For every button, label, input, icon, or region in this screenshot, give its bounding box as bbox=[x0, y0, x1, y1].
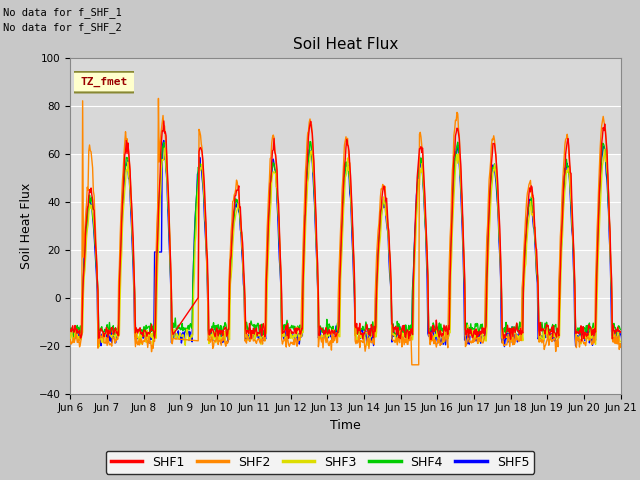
SHF1 bbox=[413, 175, 421, 180]
SHF3 bbox=[430, 336, 438, 342]
SHF2 bbox=[219, 338, 227, 344]
SHF4 bbox=[414, 174, 422, 180]
Line: SHF3: SHF3 bbox=[70, 148, 621, 347]
SHF1 bbox=[429, 323, 437, 328]
SHF1 bbox=[133, 327, 141, 333]
SHF4 bbox=[430, 323, 438, 329]
SHF5 bbox=[67, 331, 74, 337]
SHF1 bbox=[67, 326, 74, 332]
Text: No data for f_SHF_1: No data for f_SHF_1 bbox=[3, 7, 122, 18]
SHF3 bbox=[95, 344, 102, 350]
SHF2 bbox=[67, 337, 74, 343]
Line: SHF2: SHF2 bbox=[70, 98, 621, 365]
SHF5 bbox=[429, 330, 437, 336]
SHF4 bbox=[218, 332, 226, 338]
Y-axis label: Soil Heat Flux: Soil Heat Flux bbox=[20, 182, 33, 269]
SHF5 bbox=[133, 335, 141, 340]
SHF3 bbox=[191, 270, 198, 276]
SHF2 bbox=[155, 96, 163, 101]
SHF4 bbox=[67, 326, 74, 332]
Text: TZ_fmet: TZ_fmet bbox=[81, 77, 127, 87]
FancyBboxPatch shape bbox=[72, 72, 136, 93]
X-axis label: Time: Time bbox=[330, 419, 361, 432]
SHF3 bbox=[134, 335, 141, 341]
SHF2 bbox=[408, 362, 415, 368]
SHF5 bbox=[500, 344, 508, 349]
SHF3 bbox=[617, 339, 625, 345]
SHF5 bbox=[77, 335, 84, 341]
SHF5 bbox=[617, 332, 625, 337]
SHF1 bbox=[160, 118, 168, 124]
SHF2 bbox=[617, 345, 625, 350]
SHF4 bbox=[617, 327, 625, 333]
SHF2 bbox=[190, 337, 198, 343]
SHF3 bbox=[67, 336, 74, 342]
Legend: SHF1, SHF2, SHF3, SHF4, SHF5: SHF1, SHF2, SHF3, SHF4, SHF5 bbox=[106, 451, 534, 474]
SHF3 bbox=[220, 334, 227, 340]
SHF5 bbox=[413, 185, 421, 191]
SHF4 bbox=[133, 328, 141, 334]
Title: Soil Heat Flux: Soil Heat Flux bbox=[293, 37, 398, 52]
SHF1 bbox=[617, 328, 625, 334]
SHF3 bbox=[161, 145, 168, 151]
Line: SHF1: SHF1 bbox=[70, 121, 621, 341]
SHF4 bbox=[77, 323, 84, 329]
SHF4 bbox=[306, 139, 314, 144]
Bar bbox=[70, 58, 621, 154]
SHF3 bbox=[414, 189, 422, 195]
Line: SHF4: SHF4 bbox=[70, 142, 621, 340]
SHF1 bbox=[190, 301, 198, 307]
Text: No data for f_SHF_2: No data for f_SHF_2 bbox=[3, 22, 122, 33]
SHF2 bbox=[77, 341, 84, 347]
SHF4 bbox=[189, 281, 196, 287]
SHF3 bbox=[77, 331, 84, 336]
SHF1 bbox=[219, 333, 227, 338]
SHF1 bbox=[578, 338, 586, 344]
SHF2 bbox=[430, 341, 438, 347]
SHF5 bbox=[219, 339, 227, 345]
SHF2 bbox=[414, 362, 422, 368]
SHF4 bbox=[399, 337, 407, 343]
SHF1 bbox=[77, 335, 84, 341]
Line: SHF5: SHF5 bbox=[70, 141, 621, 347]
SHF2 bbox=[133, 340, 141, 346]
SHF5 bbox=[190, 258, 198, 264]
SHF5 bbox=[160, 138, 168, 144]
